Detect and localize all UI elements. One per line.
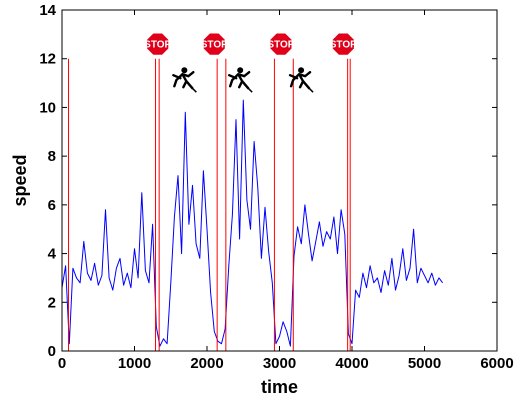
axes-box xyxy=(61,9,498,352)
runner-stroke xyxy=(243,83,253,93)
runner-head xyxy=(298,67,305,74)
y-tick-label: 8 xyxy=(48,148,56,165)
x-tick-label: 1000 xyxy=(118,355,151,372)
axes: 0 1000 2000 3000 4000 5000 6000 0 2 4 6 8 10 12 14 xyxy=(39,2,513,372)
stop-sign-octagon xyxy=(331,32,355,56)
y-tick-label: 10 xyxy=(39,99,56,116)
y-tick-label: 4 xyxy=(48,246,57,263)
stop-sign-icon: STOP xyxy=(201,32,228,56)
stop-sign-label: STOP xyxy=(144,40,171,51)
stop-sign-label: STOP xyxy=(201,40,228,51)
runner-stroke xyxy=(304,83,314,93)
x-tick-label: 5000 xyxy=(408,355,441,372)
plot-area: STOP STOP STOP STOP xyxy=(62,32,444,351)
runner-head xyxy=(181,67,188,74)
runner-icon xyxy=(288,67,314,93)
stop-sign-label: STOP xyxy=(267,40,294,51)
x-tick-label: 3000 xyxy=(263,355,296,372)
stop-sign-label: STOP xyxy=(330,40,357,51)
runner-stroke xyxy=(187,83,197,93)
x-tick-label: 2000 xyxy=(190,355,223,372)
y-tick-label: 12 xyxy=(39,51,56,68)
plot-inner xyxy=(62,58,444,351)
runner-body xyxy=(227,70,251,90)
y-tick-label: 6 xyxy=(48,197,56,214)
y-tick-label: 2 xyxy=(48,294,56,311)
stop-sign-icon: STOP xyxy=(144,32,172,56)
runner-body xyxy=(172,70,195,90)
runner-head xyxy=(237,67,244,74)
x-axis-label: time xyxy=(261,377,298,397)
y-axis-label: speed xyxy=(10,154,30,206)
y-tick-label: 14 xyxy=(39,2,56,19)
runner-icon xyxy=(227,67,253,93)
x-tick-label: 0 xyxy=(58,355,66,372)
stop-sign-icon: STOP xyxy=(330,32,357,56)
runner-icon xyxy=(172,67,197,93)
stop-sign-octagon xyxy=(269,32,293,56)
x-tick-label: 6000 xyxy=(480,355,513,372)
stop-sign-octagon xyxy=(202,32,226,56)
series-line-0 xyxy=(62,99,444,347)
y-tick-label: 0 xyxy=(48,343,56,360)
x-tick-label: 4000 xyxy=(335,355,368,372)
stop-sign-octagon xyxy=(146,32,170,56)
runner-body xyxy=(288,70,312,90)
stop-sign-icon: STOP xyxy=(267,32,295,56)
